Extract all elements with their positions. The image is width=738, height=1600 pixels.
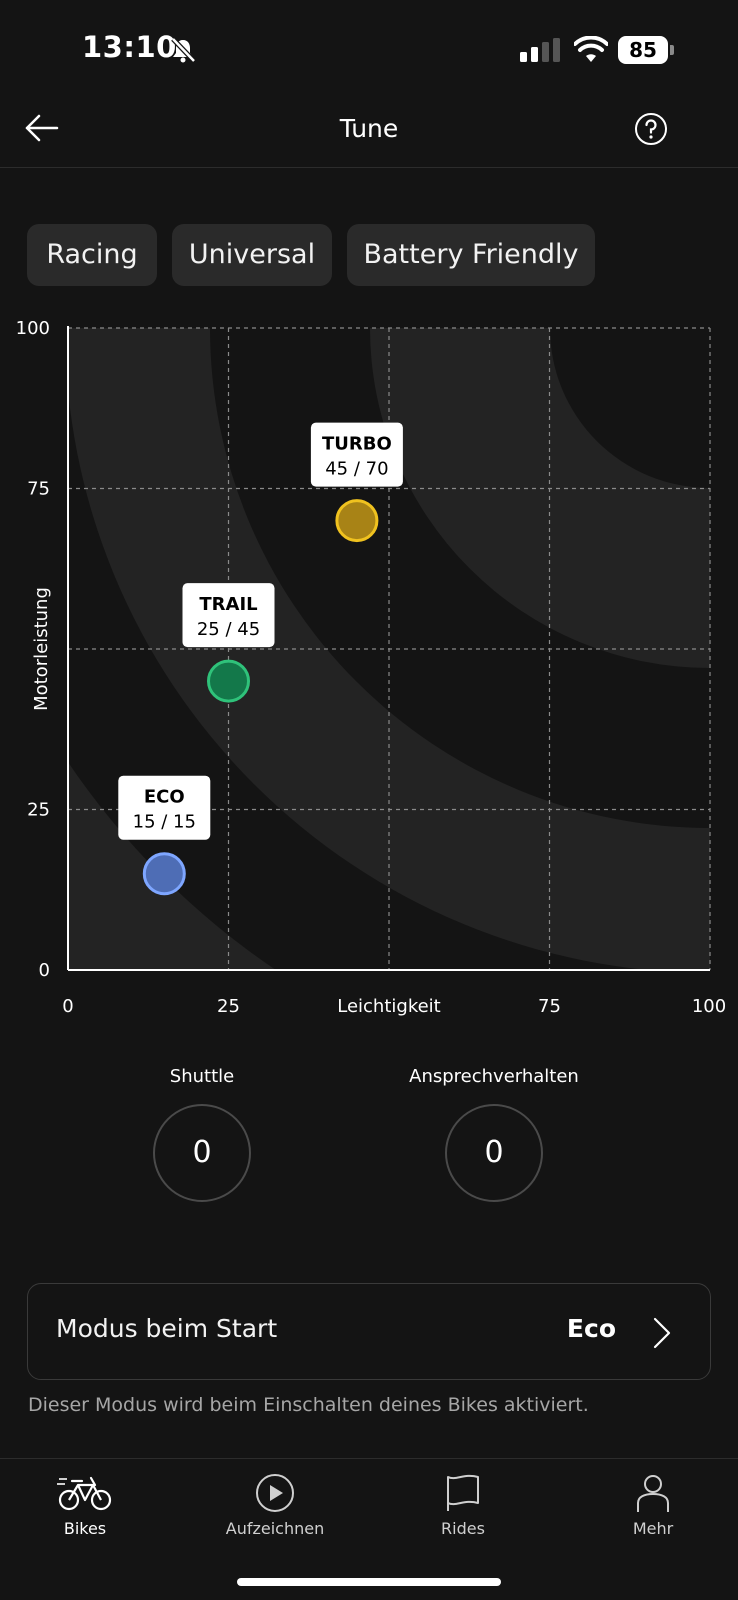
x-axis-label: Leichtigkeit [337,996,441,1017]
battery-percent: 85 [618,36,668,64]
y-tick-label: 0 [39,960,50,981]
tab-bikes[interactable]: Bikes [10,1473,160,1553]
start-mode-hint: Dieser Modus wird beim Einschalten deine… [28,1394,589,1416]
tab-bikes-label: Bikes [63,1519,107,1538]
mode-value-turbo: 45 / 70 [325,459,388,480]
mode-point-eco[interactable] [142,852,186,896]
preset-battery-friendly-button[interactable]: Battery Friendly [347,224,595,286]
tab-rides-label: Rides [441,1519,485,1538]
question-circle-icon[interactable] [634,112,668,146]
tab-mehr[interactable]: Mehr [578,1473,728,1553]
back-arrow-icon[interactable] [22,108,62,148]
page-title: Tune [339,114,399,143]
battery-icon: 85 [618,36,674,64]
mode-point-trail[interactable] [207,659,250,703]
mode-point-turbo[interactable] [335,499,379,543]
status-time: 13:10 [82,30,177,64]
tab-aufzeichnen-label: Aufzeichnen [225,1519,325,1538]
preset-universal-button[interactable]: Universal [172,224,332,286]
tab-mehr-label: Mehr [632,1519,674,1538]
mode-name-turbo: TURBO [322,434,392,455]
y-tick-label: 25 [27,800,50,821]
preset-racing-button[interactable]: Racing [27,224,157,286]
tab-aufzeichnen[interactable]: Aufzeichnen [200,1473,350,1553]
y-tick-label: 100 [16,318,50,339]
bike-icon [57,1476,112,1511]
mode-name-trail: TRAIL [199,594,257,615]
shuttle-label: Shuttle [169,1066,235,1087]
chevron-right-icon [653,1317,671,1349]
x-tick-label: 100 [692,996,726,1017]
mode-value-eco: 15 / 15 [133,812,196,833]
response-dial[interactable]: 0 [445,1104,543,1202]
mode-label-box-turbo [310,422,403,487]
chart-band-5 [550,328,710,488]
x-tick-label: 0 [62,996,73,1017]
tab-rides[interactable]: Rides [388,1473,538,1553]
tab-bar: Bikes Aufzeichnen Rides Mehr [0,1458,738,1600]
cellular-signal-icon [520,38,560,62]
y-tick-label: 75 [27,479,50,500]
start-mode-row[interactable]: Modus beim Start Eco [27,1283,711,1380]
mode-label-box-eco [118,775,211,840]
y-axis-label: Motorleistung [31,587,52,711]
person-icon [637,1475,669,1512]
shuttle-dial[interactable]: 0 [153,1104,251,1202]
start-mode-label: Modus beim Start [56,1314,278,1343]
x-tick-label: 75 [538,996,561,1017]
tune-chart[interactable]: 0 25 Leichtigkeit 75 100 0 25 75 100 Motorleistun… [0,300,738,1030]
battery-cap [670,45,674,55]
wifi-icon [574,36,608,62]
status-bar: 13:10 85 [0,0,738,100]
x-tick-label: 25 [217,996,240,1017]
header: Tune [0,100,738,168]
mode-label-box-trail [182,583,275,648]
flag-icon [447,1474,479,1511]
mode-name-eco: ECO [144,787,185,808]
mode-value-trail: 25 / 45 [197,619,260,640]
start-mode-value: Eco [566,1314,616,1343]
bell-slash-icon [171,37,196,63]
play-circle-icon [256,1474,294,1512]
home-indicator [237,1578,501,1586]
response-label: Ansprechverhalten [409,1066,579,1087]
